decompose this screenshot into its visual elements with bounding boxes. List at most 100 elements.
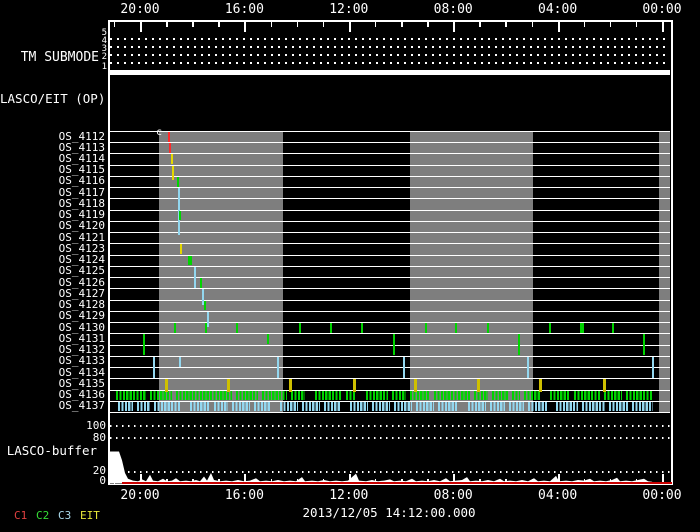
time-label-top: 08:00 <box>433 2 473 17</box>
os-dense-bars <box>468 402 486 412</box>
buffer-ytick-label: 20 <box>92 464 106 477</box>
os-row-label: OS_4134 <box>58 365 105 379</box>
legend-item-c2: C2 <box>36 509 50 522</box>
os-row-label: OS_4133 <box>58 354 105 368</box>
time-label-top: 04:00 <box>538 2 578 17</box>
os-observation-tick <box>177 176 179 187</box>
os-observation-tick <box>227 379 230 393</box>
os-row-label: OS_4116 <box>58 174 105 188</box>
os-observation-tick <box>171 154 173 165</box>
os-row-label: OS_4136 <box>58 388 105 402</box>
os-observation-tick <box>403 356 405 378</box>
axis-tick-top <box>322 22 325 27</box>
os-dense-bars <box>492 391 508 401</box>
buffer-fill-polygon <box>110 451 671 484</box>
os-dense-bars <box>410 391 430 401</box>
submode-gridline <box>110 62 670 64</box>
time-label-bottom: 04:00 <box>538 488 578 503</box>
time-label-top: 16:00 <box>224 2 264 17</box>
os-row-separator <box>110 254 670 256</box>
os-dense-bars <box>190 402 210 412</box>
os-row-separator <box>110 310 670 312</box>
axis-tick-top <box>270 22 272 27</box>
lasco-buffer-label: LASCO-buffer <box>6 443 97 458</box>
os-row-label: OS_4130 <box>58 320 105 334</box>
axis-tick-top <box>479 22 481 27</box>
os-dense-bars <box>150 391 172 401</box>
os-dense-bars <box>176 391 232 401</box>
timestamp-label: 2013/12/05 14:12:00.000 <box>302 505 476 520</box>
os-row-label: OS_4127 <box>58 286 105 300</box>
axis-tick-top <box>218 22 220 27</box>
os-row-label: OS_4120 <box>58 219 105 233</box>
axis-tick-top <box>453 22 456 32</box>
axis-tick-top <box>244 22 247 32</box>
os-observation-tick <box>180 244 182 255</box>
os-row-separator <box>110 400 670 402</box>
os-row-separator <box>110 288 670 290</box>
os-observation-tick <box>204 300 206 311</box>
axis-tick-bottom <box>348 474 351 484</box>
os-gray-band <box>410 131 533 413</box>
axis-tick-top <box>583 22 586 27</box>
os-observation-tick <box>527 356 529 378</box>
submode-ytick-label: 4 <box>101 36 107 46</box>
os-dense-bars <box>346 391 356 401</box>
plot-axis-bottom <box>108 484 673 485</box>
os-observation-tick <box>539 379 542 393</box>
buffer-red-baseline <box>122 482 672 484</box>
os-row-separator <box>110 198 670 200</box>
os-row-label: OS_4137 <box>58 399 105 413</box>
os-gray-band <box>159 131 283 413</box>
time-label-bottom: 08:00 <box>433 488 473 503</box>
os-observation-tick <box>414 379 417 393</box>
axis-tick-top <box>166 22 168 27</box>
axis-tick-top <box>635 22 638 27</box>
os-row-separator <box>110 142 670 144</box>
os-observation-tick <box>580 323 584 333</box>
os-dense-bars <box>632 402 653 412</box>
os-dense-bars <box>236 391 258 401</box>
os-row-separator <box>110 164 670 166</box>
os-observation-tick <box>477 379 480 393</box>
os-dense-bars <box>438 402 458 412</box>
os-row-label: OS_4114 <box>58 151 105 165</box>
os-dense-bars <box>291 391 305 401</box>
os-dense-bars <box>490 402 505 412</box>
os-dense-bars <box>137 402 150 412</box>
os-row-label: OS_4135 <box>58 376 105 390</box>
os-row-separator <box>110 232 670 234</box>
os-row-label: OS_4126 <box>58 275 105 289</box>
os-observation-tick <box>299 323 301 333</box>
os-row-label: OS_4125 <box>58 264 105 278</box>
os-observation-tick <box>289 379 292 393</box>
os-observation-tick <box>169 143 171 153</box>
os-row-label: OS_4115 <box>58 163 105 177</box>
os-dense-bars <box>416 402 434 412</box>
submode-ytick-label: 2 <box>101 52 107 62</box>
os-observation-tick <box>330 323 332 333</box>
os-dense-bars <box>280 402 298 412</box>
os-dense-bars <box>302 402 320 412</box>
axis-tick-top <box>374 22 377 27</box>
time-label-top: 20:00 <box>120 2 160 17</box>
axis-tick-bottom <box>244 474 247 484</box>
os-dense-bars <box>350 402 368 412</box>
os-observation-tick <box>236 323 238 333</box>
axis-tick-top <box>296 22 299 27</box>
os-dense-bars <box>550 391 570 401</box>
os-observation-tick <box>518 334 520 356</box>
buffer-ytick-label: 80 <box>92 431 106 444</box>
axis-tick-bottom <box>557 474 560 484</box>
os-observation-tick <box>194 266 196 288</box>
os-row-separator <box>110 209 670 211</box>
os-dense-bars <box>315 391 342 401</box>
os-row-label: OS_4121 <box>58 230 105 244</box>
os-observation-tick <box>612 323 614 333</box>
os-row-label: OS_4123 <box>58 241 105 255</box>
submode-ytick-label: 1 <box>101 62 107 72</box>
axis-tick-top <box>192 22 194 27</box>
submode-gridline <box>110 38 670 40</box>
os-start-marker: c <box>156 127 163 138</box>
os-observation-tick <box>603 379 606 393</box>
